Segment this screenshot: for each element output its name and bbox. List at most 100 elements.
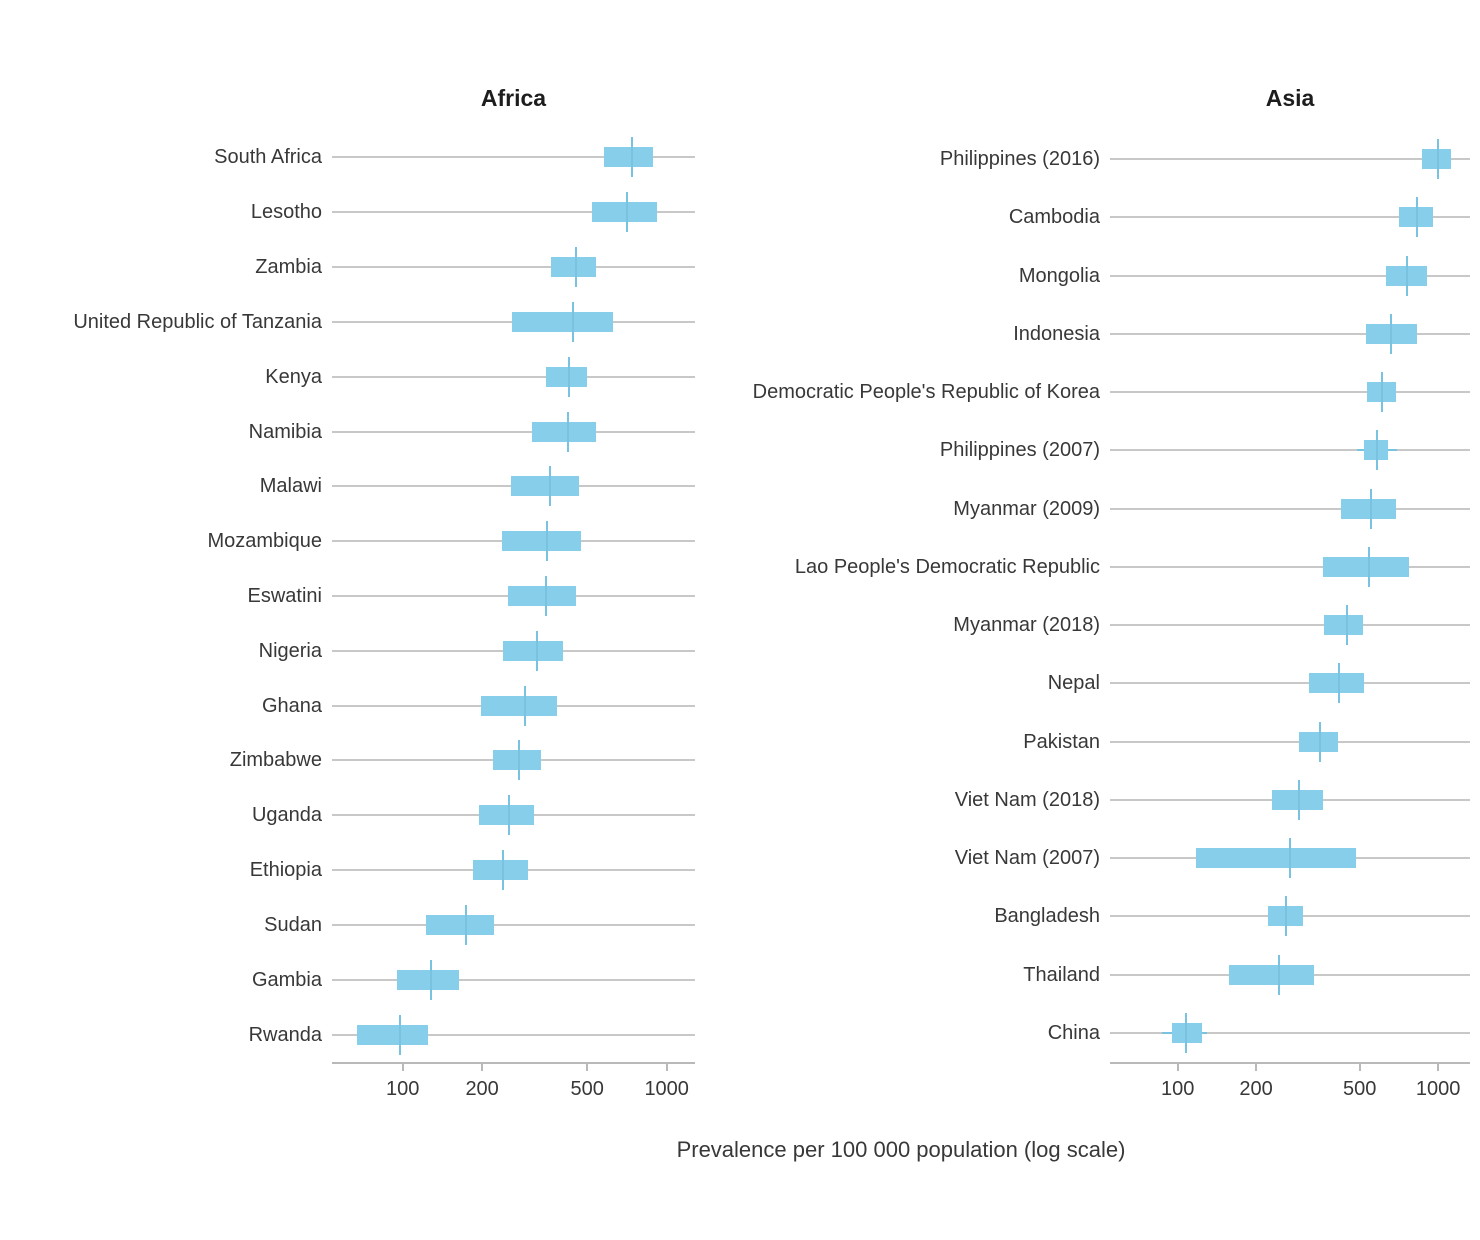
ci-bar [591, 202, 657, 223]
estimate-tick [1319, 721, 1322, 762]
row-gridline [1110, 740, 1470, 743]
category-label: Viet Nam (2018) [954, 788, 1100, 811]
x-axis-tick [401, 1064, 404, 1071]
row-gridline [332, 430, 695, 433]
category-label: Mozambique [207, 530, 322, 553]
category-label: Zambia [255, 256, 322, 279]
estimate-tick [1298, 779, 1301, 820]
x-axis-tick [1255, 1064, 1258, 1071]
category-label: Thailand [1023, 963, 1100, 986]
estimate-tick [572, 301, 575, 342]
estimate-tick [1284, 896, 1287, 937]
row-gridline [1110, 624, 1470, 627]
category-label: Myanmar (2009) [953, 497, 1100, 520]
ci-bar [1398, 207, 1433, 228]
ci-bar [546, 366, 588, 387]
estimate-tick [575, 247, 578, 288]
category-label: Lao People's Democratic Republic [794, 555, 1100, 578]
category-label: Democratic People's Republic of Korea [752, 381, 1100, 404]
estimate-tick [567, 411, 570, 452]
row-gridline [332, 156, 695, 159]
estimate-tick [1368, 546, 1371, 587]
category-label: Myanmar (2018) [953, 614, 1100, 637]
ci-bar [1322, 556, 1410, 577]
category-label: Bangladesh [994, 905, 1100, 928]
row-gridline [332, 211, 695, 214]
x-axis-tick-label: 1000 [644, 1078, 689, 1100]
ci-bar [503, 640, 564, 661]
row-gridline [1110, 216, 1470, 219]
category-label: Lesotho [250, 201, 322, 224]
ci-bar [356, 1024, 429, 1045]
ci-bar [396, 969, 459, 990]
ci-bar [604, 147, 654, 168]
category-label: Mongolia [1018, 264, 1100, 287]
x-axis-line [1110, 1062, 1470, 1064]
x-axis-tick-label: 500 [570, 1078, 604, 1100]
ci-bar [551, 257, 597, 278]
category-label: United Republic of Tanzania [73, 310, 322, 333]
category-label: Namibia [248, 420, 322, 443]
x-axis-line [332, 1062, 695, 1064]
estimate-tick [1390, 313, 1393, 354]
x-axis-tick-label: 100 [1160, 1078, 1195, 1100]
row-gridline [1110, 332, 1470, 335]
category-label: Nepal [1047, 672, 1100, 695]
estimate-tick [1381, 372, 1384, 413]
estimate-tick [1288, 838, 1291, 879]
ci-bar [1271, 789, 1323, 810]
ci-bar [532, 421, 597, 442]
estimate-tick [465, 904, 468, 945]
x-axis-tick-label: 200 [1239, 1078, 1273, 1100]
ci-bar [473, 860, 529, 881]
row-gridline [1110, 449, 1470, 452]
x-axis-tick [1437, 1064, 1440, 1071]
row-gridline [1110, 682, 1470, 685]
panel-title-africa: Africa [480, 85, 547, 111]
x-axis-tick-label: 1000 [1415, 1078, 1461, 1100]
x-axis-tick [1358, 1064, 1361, 1071]
ci-bar [1324, 615, 1364, 636]
category-label: Viet Nam (2007) [954, 847, 1100, 870]
category-label: Kenya [265, 365, 322, 388]
estimate-tick [1278, 954, 1281, 995]
category-label: Malawi [259, 475, 322, 498]
category-label: Philippines (2007) [939, 439, 1100, 462]
estimate-tick [1437, 139, 1440, 180]
category-label: China [1047, 1021, 1100, 1044]
row-gridline [1110, 158, 1470, 161]
ci-bar [507, 586, 577, 606]
x-axis-tick-label: 200 [465, 1078, 499, 1100]
x-axis-tick [1176, 1064, 1179, 1071]
x-axis-tick-label: 500 [1343, 1078, 1377, 1100]
ci-bar [426, 914, 495, 935]
category-label: Indonesia [1013, 322, 1100, 345]
estimate-tick [517, 740, 520, 781]
category-label: Pakistan [1023, 730, 1100, 753]
estimate-tick [429, 959, 432, 1000]
ci-bar [478, 805, 535, 826]
row-gridline [332, 375, 695, 378]
ci-bar [480, 695, 558, 716]
estimate-tick [545, 576, 548, 616]
ci-bar [1229, 964, 1315, 985]
ci-bar [1299, 731, 1339, 752]
category-label: Sudan [264, 913, 322, 936]
row-gridline [1110, 565, 1470, 568]
row-gridline [1110, 274, 1470, 277]
row-gridline [332, 978, 695, 981]
estimate-tick [545, 521, 548, 562]
category-label: Ethiopia [249, 859, 322, 882]
category-label: South Africa [214, 146, 322, 169]
ci-bar [511, 476, 579, 497]
ci-bar [1422, 149, 1451, 170]
estimate-tick [399, 1014, 402, 1055]
row-gridline [332, 266, 695, 269]
estimate-tick [1406, 255, 1409, 296]
x-axis-tick [665, 1064, 668, 1071]
x-axis-tick [481, 1064, 484, 1071]
category-label: Zimbabwe [229, 749, 322, 772]
x-axis-tick [586, 1064, 589, 1071]
ci-bar [501, 531, 581, 552]
